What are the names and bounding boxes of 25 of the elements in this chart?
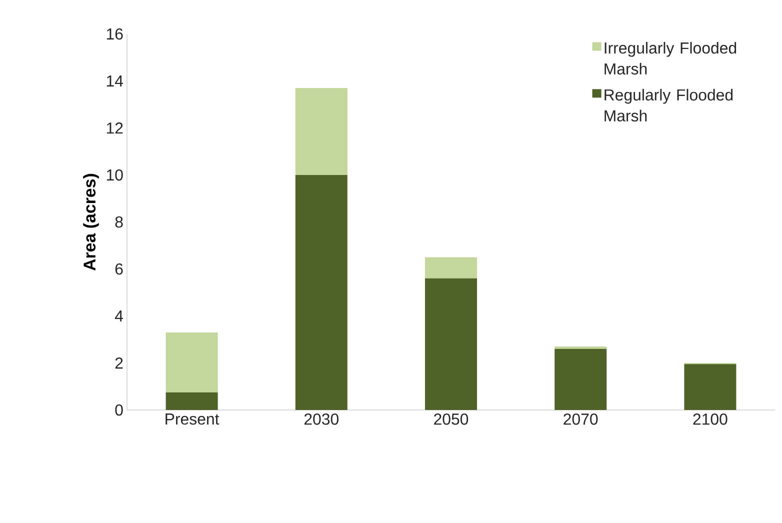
y-tick-label: 16 <box>106 28 123 40</box>
y-tick-label: 4 <box>114 310 124 322</box>
legend-label: Irregularly Flooded Marsh <box>604 42 736 75</box>
x-tick-label: Present <box>166 414 220 425</box>
bar <box>425 278 478 410</box>
y-tick-label: 10 <box>106 169 123 181</box>
bar <box>166 332 218 392</box>
y-tick-label: 6 <box>115 263 123 275</box>
bar <box>295 88 348 175</box>
x-tick-label: 2050 <box>434 414 468 425</box>
x-tick-label: 2100 <box>693 414 728 425</box>
bar <box>295 174 348 410</box>
bar <box>166 392 218 410</box>
y-tick-label: 0 <box>115 404 123 416</box>
y-tick-label: 2 <box>115 357 123 369</box>
y-tick-label: 8 <box>115 216 123 228</box>
y-axis-title: Area (acres) <box>83 174 99 271</box>
bar <box>554 348 607 410</box>
legend-label: Regularly Flooded Marsh <box>604 88 733 122</box>
bar <box>684 364 736 410</box>
x-tick-label: 2070 <box>564 414 598 425</box>
bar <box>425 257 478 278</box>
y-tick-label: 12 <box>106 122 123 134</box>
x-tick-label: 2030 <box>304 414 338 425</box>
y-tick-label: 14 <box>106 76 123 86</box>
